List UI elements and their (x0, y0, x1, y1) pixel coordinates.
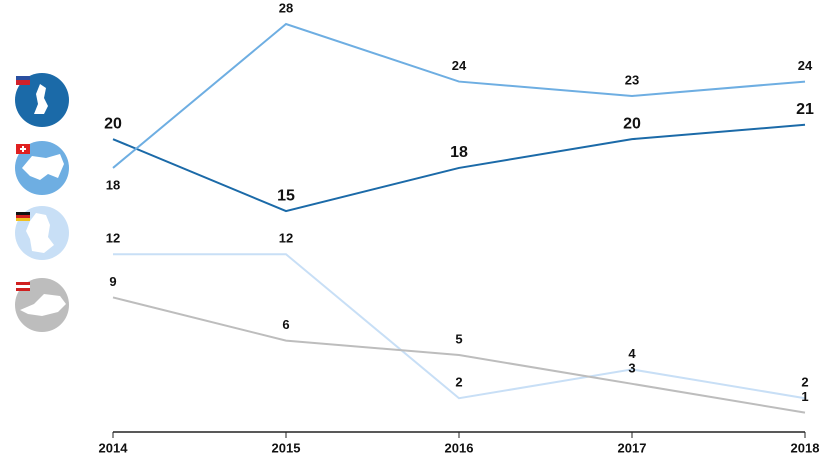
liechtenstein-shape (34, 84, 48, 114)
x-tick-label: 2015 (272, 440, 301, 455)
data-label: 18 (450, 144, 468, 161)
data-label: 6 (282, 317, 289, 332)
data-label: 2 (801, 375, 808, 390)
data-label: 1 (801, 389, 808, 404)
flag (16, 80, 30, 85)
x-tick-label: 2014 (99, 440, 129, 455)
data-label: 20 (623, 115, 641, 132)
x-tick-label: 2016 (445, 440, 474, 455)
switzerland-shape (22, 154, 64, 180)
data-label: 2 (455, 375, 462, 390)
data-label: 24 (798, 58, 813, 73)
series-line (113, 253, 806, 400)
data-label: 15 (277, 187, 295, 204)
germany-shape (26, 213, 54, 253)
data-label: 24 (452, 58, 467, 73)
data-label: 20 (104, 115, 122, 132)
data-label: 4 (628, 346, 636, 361)
flag (16, 285, 30, 288)
flag (16, 218, 30, 221)
data-label: 23 (625, 72, 639, 87)
data-label: 12 (106, 231, 120, 246)
series-line (112, 296, 806, 414)
series-line (112, 22, 806, 169)
country-icons (15, 73, 69, 332)
flag (16, 215, 30, 218)
data-label: 5 (455, 331, 462, 346)
data-label: 9 (109, 274, 116, 289)
data-label: 12 (279, 231, 293, 246)
x-tick-label: 2018 (791, 440, 820, 455)
flag (16, 212, 30, 215)
x-tick-label: 2017 (618, 440, 647, 455)
data-label: 18 (106, 177, 120, 192)
data-label: 3 (628, 360, 635, 375)
austria-shape (20, 294, 66, 316)
data-label: 28 (279, 0, 293, 15)
series-line (112, 123, 806, 213)
data-label: 21 (796, 101, 814, 118)
flag-cross (20, 146, 26, 152)
